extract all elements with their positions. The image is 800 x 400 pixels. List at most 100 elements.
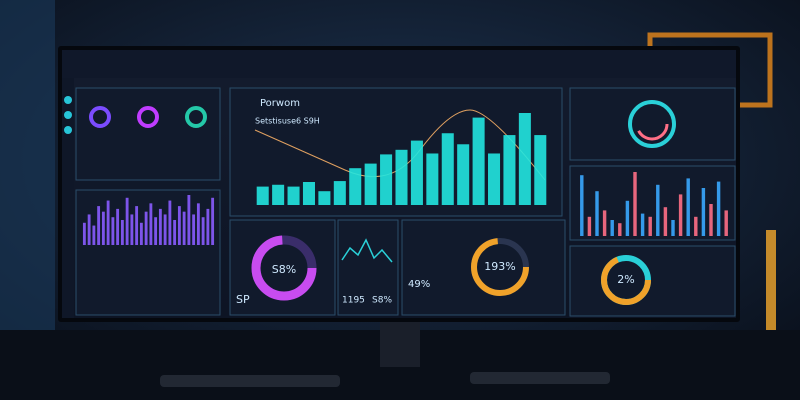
bar	[173, 220, 177, 245]
bar	[503, 135, 516, 205]
bar	[177, 206, 181, 245]
bar	[333, 181, 346, 205]
sidebar-icon[interactable]	[64, 126, 72, 134]
gauge-label: S8%	[272, 263, 296, 276]
bar	[196, 203, 200, 245]
ring	[628, 100, 676, 148]
bar	[640, 213, 645, 236]
bar	[488, 153, 501, 205]
bar	[701, 188, 706, 236]
bar	[716, 181, 721, 236]
bar	[149, 203, 153, 245]
panel	[75, 87, 221, 181]
bar	[671, 220, 675, 236]
bar	[206, 208, 210, 245]
bar	[287, 186, 300, 205]
bar	[587, 216, 592, 236]
bar	[192, 214, 196, 245]
city-blur	[0, 0, 55, 330]
bar	[182, 211, 186, 245]
bar	[187, 195, 191, 245]
bar	[380, 154, 393, 205]
chart-subtitle: Setstisuse6 S9H	[255, 117, 320, 126]
bar	[457, 144, 470, 205]
bar	[694, 216, 698, 236]
bar	[211, 197, 215, 245]
bar	[441, 133, 454, 205]
bar	[656, 184, 660, 236]
bar	[130, 214, 134, 245]
bar	[120, 220, 124, 245]
stat: S8%	[372, 296, 392, 306]
bar	[610, 220, 614, 236]
bar	[349, 168, 362, 205]
bar	[534, 135, 547, 205]
bar	[709, 204, 713, 236]
bar	[364, 163, 377, 205]
bar	[139, 222, 143, 245]
monitor-stand	[380, 322, 420, 367]
icon-ring	[185, 106, 207, 128]
orange-light	[766, 230, 776, 350]
gauge-label: 2%	[617, 273, 634, 286]
bar	[82, 222, 86, 245]
bar	[256, 186, 269, 205]
bar	[395, 149, 408, 205]
icon-ring	[89, 106, 111, 128]
bar	[106, 200, 110, 245]
bar	[595, 191, 599, 236]
panel	[337, 219, 399, 316]
panel	[569, 245, 736, 317]
bar	[116, 208, 120, 245]
sidebar-icon[interactable]	[64, 96, 72, 104]
stat: SP	[236, 293, 250, 306]
bar	[678, 194, 683, 236]
keyboard	[160, 375, 340, 387]
bar	[158, 208, 162, 245]
stat: 49%	[408, 279, 430, 290]
bar	[318, 191, 331, 205]
bar	[163, 214, 167, 245]
bar	[87, 214, 91, 245]
mini-line	[341, 238, 393, 263]
sidebar	[62, 78, 74, 318]
bar	[663, 207, 668, 236]
bar	[410, 140, 423, 205]
panel	[569, 87, 736, 161]
bar	[602, 210, 607, 236]
sidebar-icon[interactable]	[64, 111, 72, 119]
gauge-arc	[251, 235, 317, 301]
icon-ring	[137, 106, 159, 128]
top-bar	[62, 50, 736, 78]
bar	[154, 217, 158, 245]
bar	[625, 200, 630, 236]
chart-title: Porwom	[260, 98, 300, 109]
bar	[125, 197, 129, 245]
bar	[648, 216, 652, 236]
bar	[111, 217, 115, 245]
bar	[724, 210, 728, 236]
gauge-arc	[471, 238, 529, 296]
bar	[618, 223, 622, 236]
bar	[101, 211, 105, 245]
bar	[92, 225, 96, 245]
bar	[580, 175, 584, 236]
gauge-label: 193%	[484, 260, 515, 273]
bar	[472, 117, 485, 205]
bar	[686, 178, 690, 236]
ring	[635, 107, 669, 141]
stand-base	[470, 372, 610, 384]
bar	[518, 113, 531, 205]
bar	[168, 200, 172, 245]
panel	[401, 219, 566, 316]
gauge-arc	[601, 255, 651, 305]
bar	[201, 217, 205, 245]
bar	[144, 211, 148, 245]
panel	[75, 189, 221, 316]
bar	[97, 206, 101, 245]
bar	[135, 206, 139, 245]
bar	[302, 182, 315, 205]
stat: 1195	[342, 296, 365, 306]
bar	[426, 153, 439, 205]
